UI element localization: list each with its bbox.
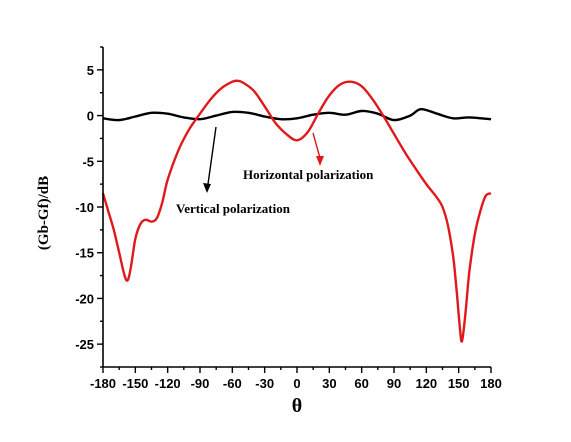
y-tick-label: -15: [75, 246, 94, 261]
x-tick-label: -120: [155, 376, 181, 391]
x-tick-label: -90: [191, 376, 210, 391]
x-tick-label: 60: [354, 376, 368, 391]
x-tick-label: 180: [480, 376, 502, 391]
y-tick-label: -5: [82, 154, 94, 169]
vertical-arrow-line: [207, 126, 217, 185]
axes: [97, 46, 492, 373]
annotation-vertical-polarization: Vertical polarization: [176, 201, 291, 216]
y-tick-label: 5: [87, 63, 94, 78]
x-tick-label: 120: [415, 376, 437, 391]
tick-labels: 5 0 -5 -10 -15 -20 -25 -180 -150 -120 -90 -60 -30 0 30…: [75, 63, 502, 391]
x-tick-label: 30: [322, 376, 336, 391]
x-tick-label: -150: [122, 376, 148, 391]
y-tick-label: -20: [75, 291, 94, 306]
x-tick-label: 150: [448, 376, 470, 391]
y-axis-label: (Gb-Gf)/dB: [36, 176, 52, 250]
annotation-horizontal-polarization: Horizontal polarization: [243, 167, 374, 182]
x-tick-label: 0: [293, 376, 300, 391]
y-tick-label: 0: [87, 109, 94, 124]
horizontal-arrow-head: [316, 156, 324, 166]
series-line-horizontal-polarization: [101, 79, 492, 343]
series-line-vertical-polarization: [102, 107, 492, 122]
vertical-arrow-head: [203, 183, 211, 193]
x-tick-label: -180: [90, 376, 116, 391]
horizontal-arrow-line: [312, 132, 321, 159]
y-tick-label: -25: [75, 337, 94, 352]
plot-lines: [101, 79, 492, 343]
x-tick-label: -60: [223, 376, 242, 391]
x-tick-label: 90: [387, 376, 401, 391]
x-tick-label: -30: [255, 376, 274, 391]
y-tick-label: -10: [75, 200, 94, 215]
x-axis-label: θ: [292, 395, 302, 417]
annotations: Horizontal polarization Vertical polariza…: [176, 126, 374, 216]
